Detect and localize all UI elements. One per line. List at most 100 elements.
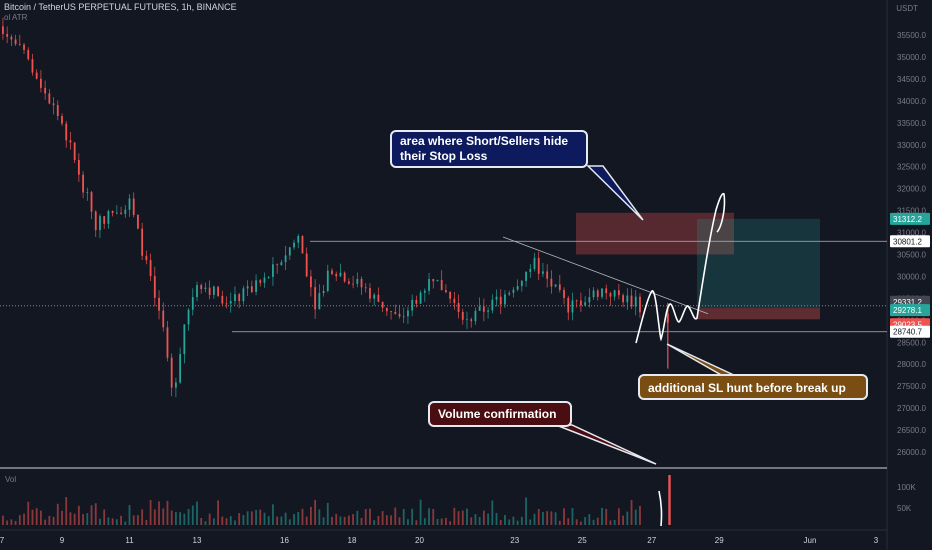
volume-bar bbox=[99, 518, 101, 525]
candle-body bbox=[73, 142, 76, 160]
candle-body bbox=[158, 297, 160, 311]
volume-bar bbox=[31, 509, 34, 525]
volume-bar bbox=[2, 515, 4, 525]
volume-bar bbox=[217, 500, 219, 525]
volume-bar bbox=[314, 499, 317, 525]
candle-body bbox=[478, 306, 481, 311]
x-tick-label: 7 bbox=[0, 536, 5, 545]
candle-body bbox=[415, 299, 418, 304]
y-tick-label: 26500.0 bbox=[897, 426, 926, 435]
candle-body bbox=[272, 264, 274, 277]
volume-bar bbox=[335, 513, 338, 525]
candle-body bbox=[280, 262, 283, 266]
candle-body bbox=[423, 290, 426, 293]
volume-bar bbox=[457, 511, 460, 525]
volume-bar bbox=[369, 508, 371, 525]
volume-bar bbox=[318, 509, 321, 525]
candle-body bbox=[124, 209, 127, 214]
volume-bar bbox=[343, 516, 346, 525]
volume-bar bbox=[305, 516, 308, 525]
volume-bar bbox=[352, 514, 354, 525]
candle-body bbox=[504, 294, 506, 305]
candle-body bbox=[440, 279, 443, 291]
candle-body bbox=[461, 311, 464, 320]
x-tick-label: 27 bbox=[647, 536, 656, 545]
candle-body bbox=[457, 303, 460, 312]
candle-body bbox=[449, 292, 452, 299]
candle-body bbox=[605, 288, 608, 294]
volume-bar bbox=[470, 517, 473, 525]
candle-body bbox=[48, 93, 51, 104]
volume-bar bbox=[229, 516, 232, 525]
candle-body bbox=[634, 296, 637, 307]
long-stop-zone bbox=[697, 308, 820, 320]
candle-body bbox=[314, 287, 317, 310]
candle-body bbox=[61, 115, 63, 124]
candle-body bbox=[27, 49, 30, 60]
volume-bar bbox=[86, 513, 89, 525]
volume-bar bbox=[512, 516, 515, 525]
volume-bar bbox=[170, 510, 173, 525]
candle-body bbox=[639, 296, 641, 313]
candle-body bbox=[208, 287, 211, 295]
volume-bar bbox=[364, 509, 367, 525]
candle-body bbox=[554, 284, 557, 287]
candle-body bbox=[373, 294, 376, 299]
volume-bar bbox=[613, 519, 616, 525]
volume-bar bbox=[567, 518, 570, 525]
volume-bar bbox=[196, 501, 198, 525]
volume-bar bbox=[411, 508, 414, 525]
candle-body bbox=[107, 211, 110, 224]
candle-body bbox=[234, 294, 236, 302]
volume-bar bbox=[445, 517, 447, 525]
volume-bar bbox=[255, 509, 257, 525]
volume-bar bbox=[250, 511, 253, 525]
price-label-text: 31312.2 bbox=[893, 215, 922, 224]
volume-bar bbox=[259, 509, 262, 525]
volume-bar bbox=[575, 519, 578, 525]
candle-body bbox=[305, 253, 308, 277]
volume-bar bbox=[525, 497, 527, 525]
volume-bar bbox=[284, 512, 287, 525]
candle-body bbox=[120, 212, 122, 214]
volume-bar bbox=[288, 519, 291, 525]
candle-body bbox=[580, 300, 582, 306]
candle-body bbox=[385, 307, 388, 312]
candle-body bbox=[162, 310, 165, 328]
candle-body bbox=[470, 319, 473, 322]
volume-spike bbox=[668, 475, 671, 525]
volume-bar bbox=[153, 509, 156, 525]
sl-hunt-annotation-text: additional SL hunt before break up bbox=[648, 381, 846, 395]
candle-body bbox=[18, 44, 21, 45]
volume-bar bbox=[149, 499, 152, 525]
volume-bar bbox=[107, 517, 110, 525]
volume-bar bbox=[48, 515, 51, 525]
candle-body bbox=[596, 290, 599, 297]
candle-body bbox=[436, 279, 439, 282]
volume-bar bbox=[546, 511, 549, 525]
candle-body bbox=[626, 295, 629, 303]
candle-body bbox=[297, 236, 300, 243]
price-label-text: 29023.5 bbox=[893, 320, 922, 329]
x-tick-label: 11 bbox=[125, 536, 134, 545]
x-tick-label: 9 bbox=[60, 536, 65, 545]
candle-body bbox=[77, 159, 80, 175]
candle-body bbox=[575, 300, 578, 302]
candle-body bbox=[356, 278, 359, 284]
volume-bar bbox=[402, 509, 405, 525]
candle-body bbox=[94, 211, 97, 231]
volume-bar bbox=[162, 508, 165, 525]
candle-body bbox=[288, 247, 291, 256]
candle-body bbox=[141, 228, 144, 256]
volume-bar bbox=[120, 515, 122, 525]
candle-body bbox=[2, 26, 4, 35]
volume-bar bbox=[225, 518, 228, 525]
candle-body bbox=[419, 292, 422, 304]
candle-body bbox=[145, 255, 148, 261]
volume-bar bbox=[558, 520, 561, 525]
candle-body bbox=[153, 276, 156, 298]
volume-bar bbox=[360, 517, 363, 525]
candle-body bbox=[217, 286, 219, 296]
volume-bar bbox=[584, 517, 587, 525]
